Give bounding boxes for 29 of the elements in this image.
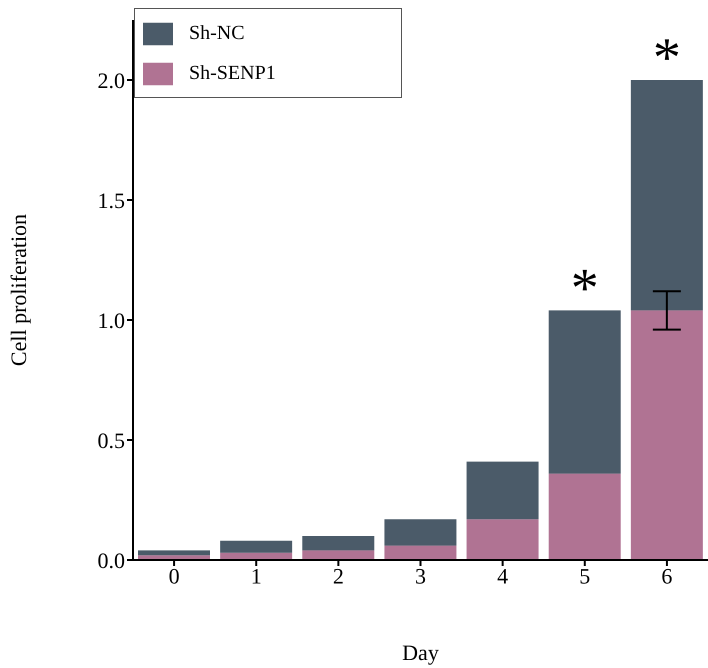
bar <box>548 310 621 474</box>
x-tick-label: 6 <box>661 564 672 589</box>
legend-label: Sh-SENP1 <box>189 62 276 84</box>
legend-label: Sh-NC <box>189 22 245 44</box>
annotation: * <box>652 27 681 89</box>
annotation: * <box>570 257 599 320</box>
x-tick-label: 2 <box>332 564 344 589</box>
x-tick-label: 0 <box>168 564 180 589</box>
y-tick-label: 0.5 <box>98 428 125 453</box>
x-tick-label: 4 <box>497 564 508 589</box>
x-tick-label: 1 <box>250 564 262 589</box>
y-axis-title: Cell proliferation <box>6 214 31 366</box>
x-axis-title: Day <box>402 640 439 665</box>
bar <box>548 474 621 560</box>
bar <box>630 310 703 560</box>
y-tick-label: 0.0 <box>98 548 125 573</box>
bar <box>384 546 456 560</box>
y-tick-label: 2.0 <box>98 68 125 93</box>
bar <box>384 519 456 546</box>
bar <box>466 462 539 520</box>
bar <box>466 519 539 560</box>
y-tick-label: 1.0 <box>98 308 125 333</box>
bar <box>302 536 374 550</box>
bar <box>630 80 703 310</box>
x-tick-label: 3 <box>415 564 426 589</box>
bar <box>220 540 292 553</box>
bar <box>138 550 210 556</box>
x-tick-label: 5 <box>579 564 590 589</box>
y-tick-label: 1.5 <box>98 188 125 213</box>
